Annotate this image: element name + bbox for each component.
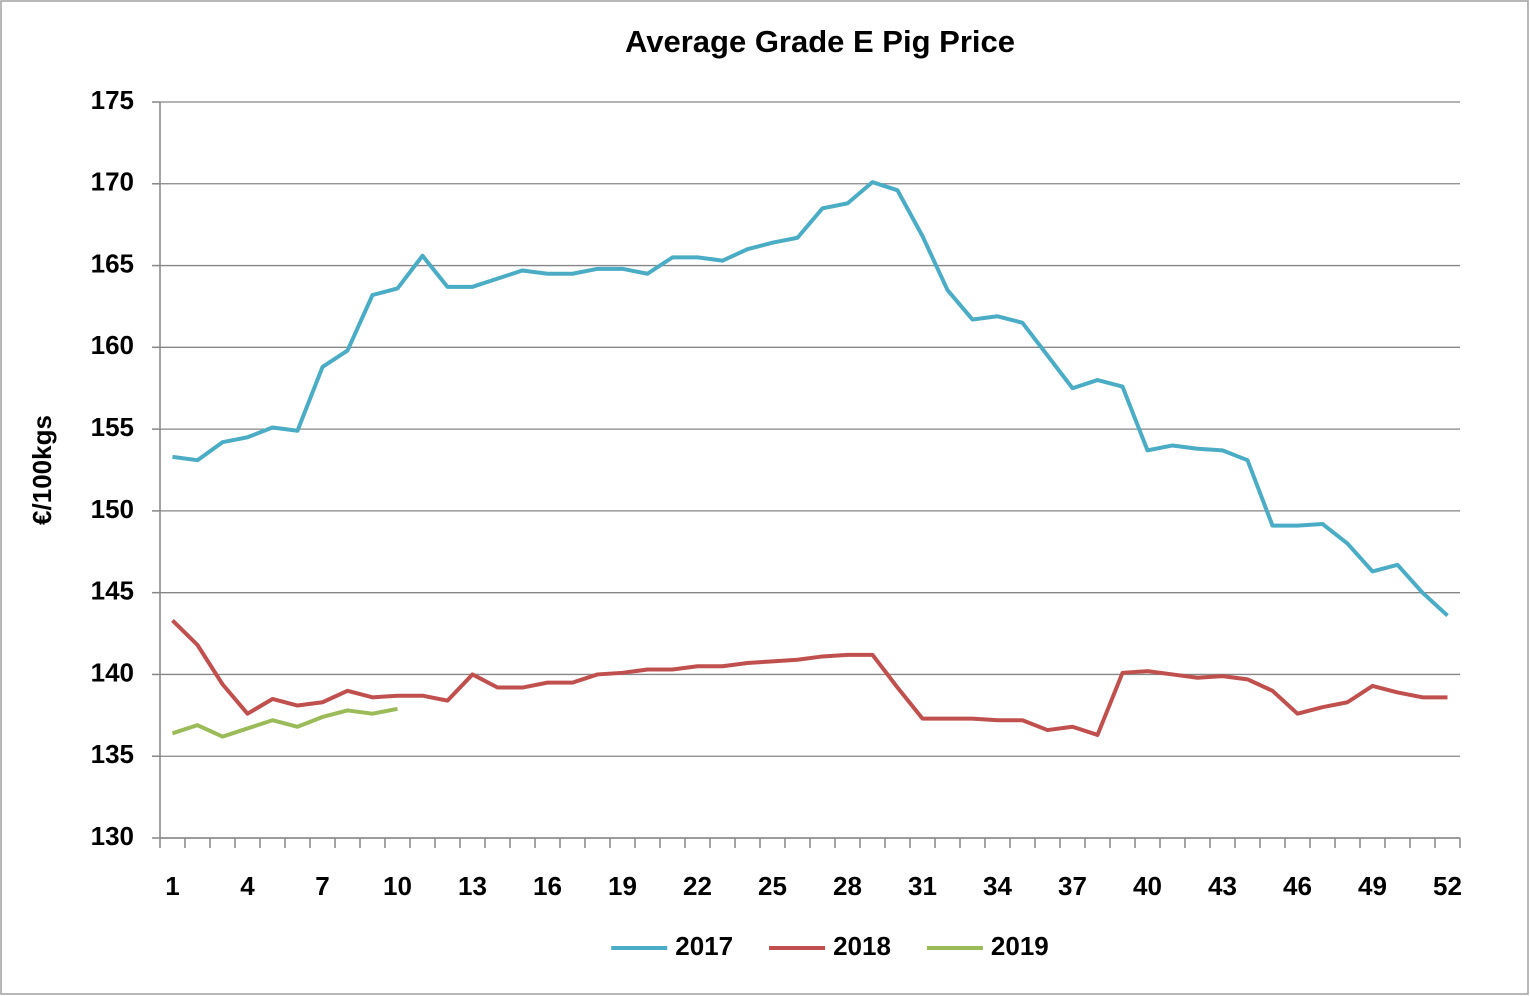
y-tick-label: 170 bbox=[91, 167, 134, 197]
x-tick-label: 40 bbox=[1133, 871, 1162, 901]
x-tick-label: 16 bbox=[533, 871, 562, 901]
x-tick-label: 22 bbox=[683, 871, 712, 901]
line-series bbox=[171, 619, 1448, 737]
y-tick-label: 160 bbox=[91, 330, 134, 360]
x-tick-label: 13 bbox=[458, 871, 487, 901]
chart-title: Average Grade E Pig Price bbox=[625, 24, 1015, 59]
y-axis-label: €/100kgs bbox=[27, 415, 57, 525]
y-tick-label: 150 bbox=[91, 494, 134, 524]
x-tick-label: 46 bbox=[1283, 871, 1312, 901]
y-tick-label: 175 bbox=[91, 85, 134, 115]
x-tick-label: 37 bbox=[1058, 871, 1087, 901]
y-tick-label: 135 bbox=[91, 739, 134, 769]
y-tick-label: 140 bbox=[91, 657, 134, 687]
legend-label: 2017 bbox=[675, 931, 733, 961]
x-tick-label: 19 bbox=[608, 871, 637, 901]
legend-label: 2019 bbox=[991, 931, 1049, 961]
line-series bbox=[171, 706, 398, 739]
y-tick-label: 145 bbox=[91, 576, 134, 606]
x-tick-label: 52 bbox=[1433, 871, 1462, 901]
x-tick-label: 34 bbox=[983, 871, 1012, 901]
y-tick-label: 130 bbox=[91, 821, 134, 851]
x-tick-label: 31 bbox=[908, 871, 937, 901]
x-tick-label: 4 bbox=[240, 871, 255, 901]
x-tick-label: 43 bbox=[1208, 871, 1237, 901]
x-tick-label: 1 bbox=[165, 871, 179, 901]
x-tick-label: 49 bbox=[1358, 871, 1387, 901]
line-series bbox=[172, 180, 1449, 618]
x-tick-label: 7 bbox=[315, 871, 329, 901]
y-tick-label: 165 bbox=[91, 248, 134, 278]
legend-label: 2018 bbox=[833, 931, 891, 961]
x-tick-label: 25 bbox=[758, 871, 787, 901]
x-tick-label: 10 bbox=[383, 871, 412, 901]
y-tick-label: 155 bbox=[91, 412, 134, 442]
x-tick-label: 28 bbox=[833, 871, 862, 901]
